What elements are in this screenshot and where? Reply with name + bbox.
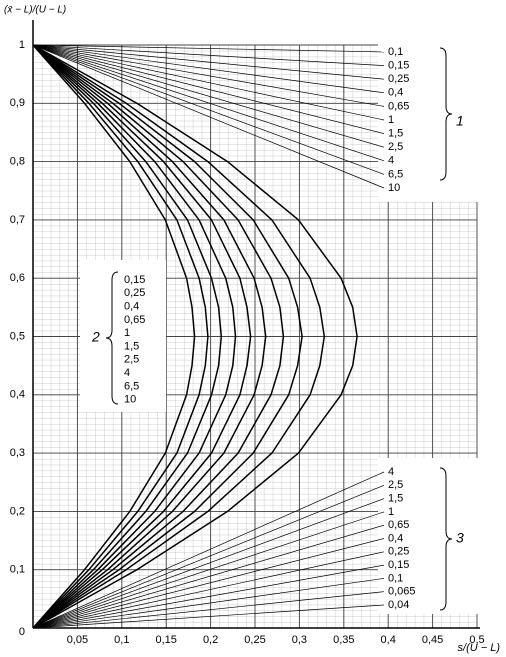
leader-line <box>32 44 385 162</box>
leader-line <box>32 44 385 175</box>
curve <box>32 44 326 629</box>
group-label: 0,25 <box>388 546 409 558</box>
curve <box>32 44 358 629</box>
leader-line <box>32 44 385 66</box>
curve <box>32 44 209 629</box>
group-label: 0,65 <box>388 100 409 112</box>
group-label: 0,15 <box>388 559 409 571</box>
leader-line <box>32 484 385 629</box>
leader-line <box>32 538 385 629</box>
leader-line <box>32 44 385 107</box>
legend-label: 10 <box>124 394 136 406</box>
label-box-2 <box>80 260 166 412</box>
x-tick-label: 0,4 <box>381 634 396 646</box>
y-axis-title: (x̄ − L)/(U − L) <box>4 5 66 16</box>
group-number: 1 <box>456 113 464 129</box>
leader-line <box>32 498 385 629</box>
leader-line <box>32 591 385 629</box>
group-label: 1,5 <box>388 128 403 140</box>
leader-line <box>32 551 385 629</box>
curve <box>32 44 285 629</box>
x-tick-label: 0,3 <box>292 634 307 646</box>
brace-3 <box>439 467 453 611</box>
leader-line <box>32 604 385 629</box>
label-box-3 <box>378 458 506 614</box>
y-tick-label: 0,5 <box>10 330 25 342</box>
legend-label: 1,5 <box>124 340 139 352</box>
leader-line <box>32 44 385 189</box>
curve <box>32 44 252 629</box>
y-tick-label: 0,9 <box>10 97 25 109</box>
x-axis-title: s/(U − L) <box>458 642 501 654</box>
group-label: 1 <box>388 114 394 126</box>
leader-line <box>32 524 385 629</box>
y-tick-label: 0,6 <box>10 272 25 284</box>
group-label: 0,15 <box>388 60 409 72</box>
group-label: 1 <box>388 506 394 518</box>
legend-label: 0,4 <box>124 301 139 313</box>
group-label: 0,065 <box>388 586 416 598</box>
brace-1 <box>439 47 453 181</box>
y-tick-label: 0 <box>19 626 25 638</box>
group-label: 1,5 <box>388 493 403 505</box>
leader-line <box>32 44 385 121</box>
group-label: 0,4 <box>388 532 403 544</box>
group-label: 10 <box>388 182 400 194</box>
y-tick-label: 0,1 <box>10 564 25 576</box>
group-label: 4 <box>388 155 394 167</box>
group-label: 0,25 <box>388 73 409 85</box>
group-label: 0,4 <box>388 87 403 99</box>
group-label: 6,5 <box>388 168 403 180</box>
legend-label: 0,65 <box>124 314 145 326</box>
y-tick-label: 1 <box>19 39 25 51</box>
x-tick-label: 0,5 <box>469 634 484 646</box>
leader-line <box>32 511 385 629</box>
curve <box>32 44 303 629</box>
x-tick-label: 0,35 <box>333 634 354 646</box>
leader-line <box>32 471 385 629</box>
y-tick-label: 0,7 <box>10 214 25 226</box>
group-number: 2 <box>91 329 100 345</box>
leader-line <box>32 564 385 629</box>
brace-2 <box>105 271 119 405</box>
x-tick-label: 0,1 <box>114 634 129 646</box>
y-tick-label: 0,8 <box>10 156 25 168</box>
curve <box>32 44 267 629</box>
x-tick-label: 0,15 <box>155 634 176 646</box>
group-label: 2,5 <box>388 141 403 153</box>
legend-label: 1 <box>124 327 130 339</box>
curve <box>32 44 223 629</box>
legend-label: 0,25 <box>124 287 145 299</box>
leader-line <box>32 578 385 629</box>
group-label: 0,1 <box>388 46 403 58</box>
curve <box>32 44 237 629</box>
leader-line <box>32 44 385 134</box>
x-tick-label: 0,45 <box>422 634 443 646</box>
group-label: 2,5 <box>388 479 403 491</box>
group-label: 0,65 <box>388 519 409 531</box>
leader-line <box>32 44 385 53</box>
leader-line <box>32 44 385 148</box>
x-tick-label: 0,05 <box>67 634 88 646</box>
x-tick-label: 0,2 <box>203 634 218 646</box>
legend-label: 6,5 <box>124 380 139 392</box>
y-tick-label: 0,2 <box>10 505 25 517</box>
curve <box>32 44 196 629</box>
group-label: 4 <box>388 466 394 478</box>
group-label: 0,1 <box>388 572 403 584</box>
legend-label: 0,15 <box>124 274 145 286</box>
y-tick-label: 0,3 <box>10 447 25 459</box>
legend-label: 4 <box>124 367 130 379</box>
group-number: 3 <box>456 530 464 546</box>
leader-line <box>32 44 385 80</box>
x-tick-label: 0,25 <box>244 634 265 646</box>
leader-line <box>32 44 385 94</box>
group-label: 0,04 <box>388 599 409 611</box>
y-tick-label: 0,4 <box>10 389 25 401</box>
legend-label: 2,5 <box>124 354 139 366</box>
label-box-1 <box>378 40 506 202</box>
